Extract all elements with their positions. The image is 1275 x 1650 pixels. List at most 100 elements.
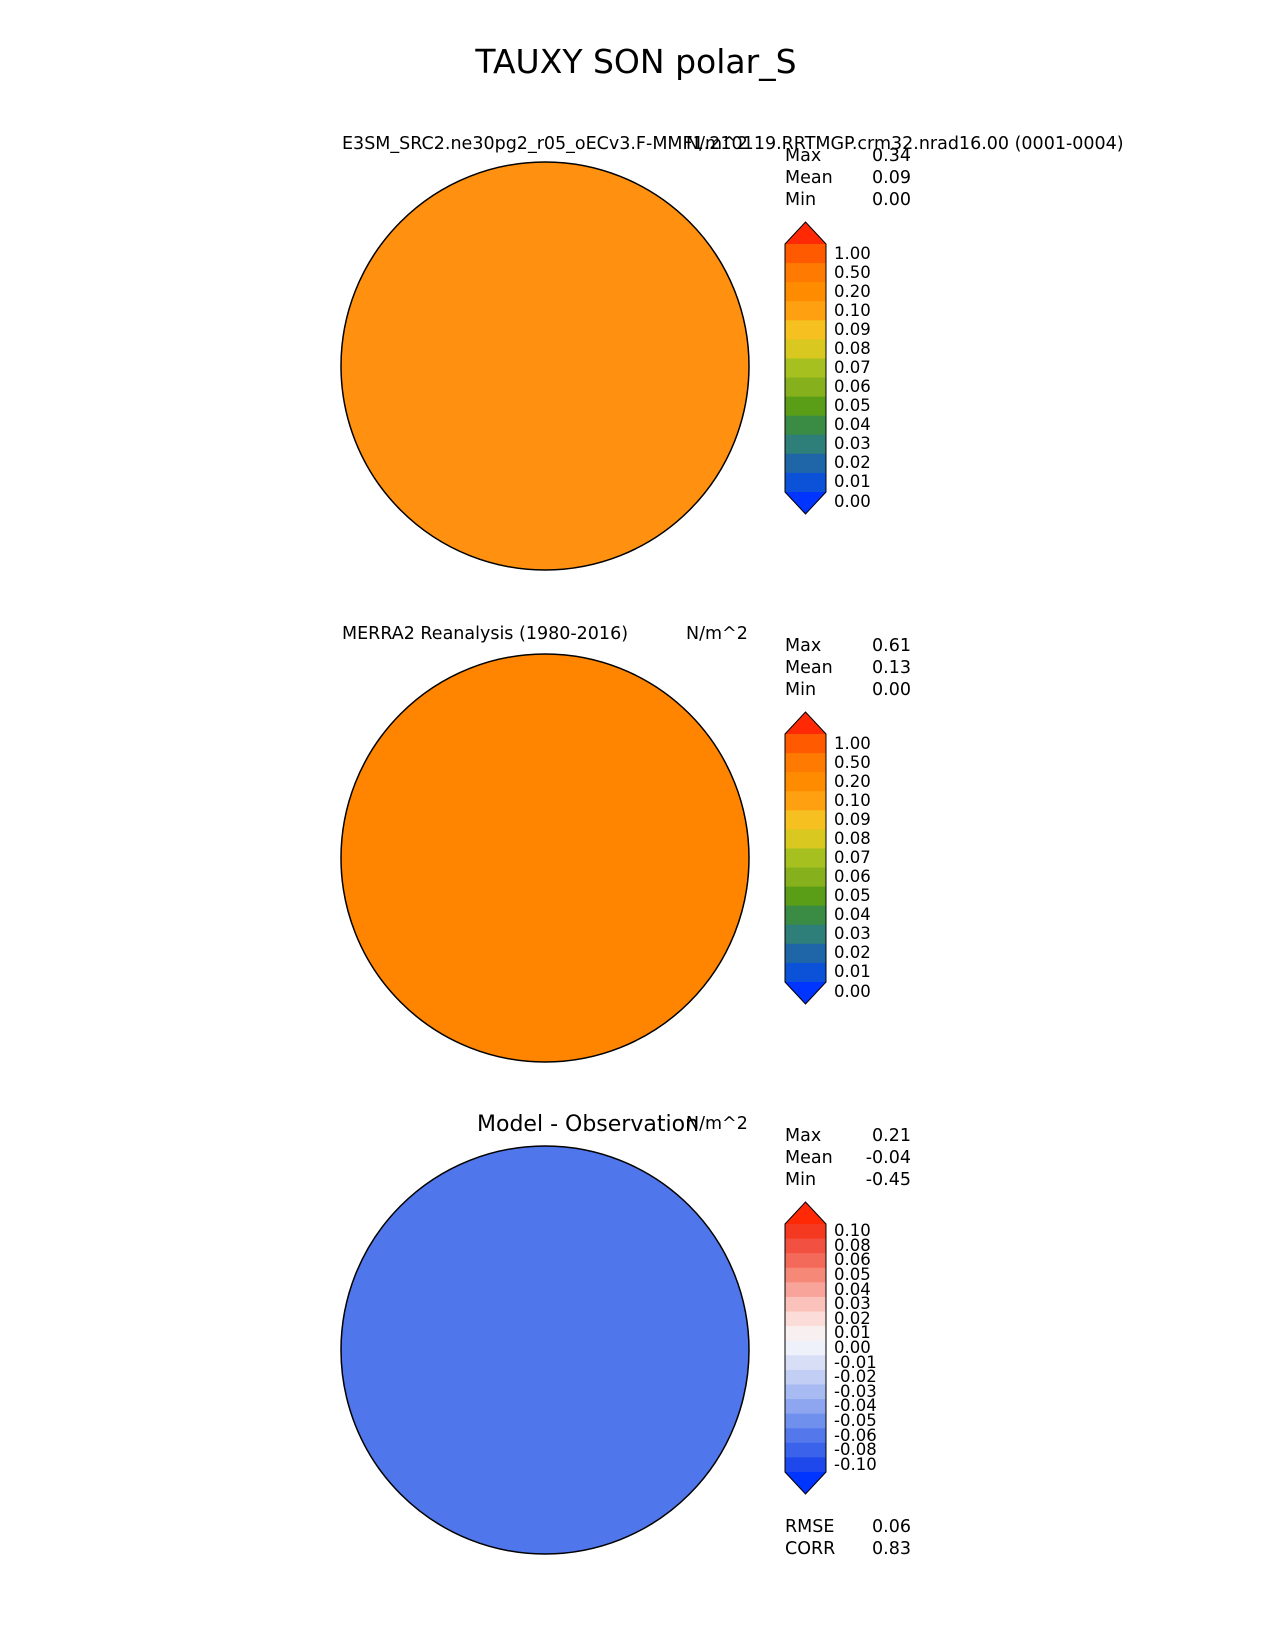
colorbar-swatch — [785, 1224, 826, 1240]
colorbar-swatch — [785, 1355, 826, 1371]
panel2-min-label: Min — [785, 680, 817, 700]
colorbar-tick-label: 0.03 — [834, 1294, 871, 1314]
panel2-min-value: 0.00 — [872, 680, 911, 700]
panel1-title: E3SM_SRC2.ne30pg2_r05_oECv3.F-MMF1.21011… — [342, 134, 1124, 154]
colorbar-extend-max — [785, 712, 826, 734]
panel3-corr-label: CORR — [785, 1539, 836, 1559]
colorbar-swatch — [785, 1340, 826, 1356]
colorbar-tick-label: 0.01 — [834, 962, 871, 982]
colorbar-swatch — [785, 1267, 826, 1283]
colorbar-tick-label: 0.00 — [834, 981, 871, 1001]
colorbar-tick-label: -0.03 — [834, 1381, 877, 1401]
colorbar-swatch — [785, 1296, 826, 1313]
panel3-rmse-value: 0.06 — [872, 1517, 911, 1537]
colorbar-swatch — [785, 472, 826, 493]
field-background — [341, 162, 749, 570]
colorbar-tick-label: 0.20 — [834, 281, 871, 301]
colorbar-tick-label: -0.10 — [834, 1454, 877, 1474]
colorbar-tick-label: 0.00 — [834, 1338, 871, 1357]
colorbar-tick-label: 0.05 — [834, 396, 871, 416]
colorbar-tick-label: 0.01 — [834, 472, 871, 492]
colorbar-tick-label: 0.06 — [834, 1250, 871, 1270]
colorbar-tick-label: -0.01 — [834, 1352, 877, 1372]
panel3-title: Model - Observation — [477, 1112, 699, 1137]
colorbar-tick-label: -0.08 — [834, 1440, 877, 1460]
colorbar-tick-label: 0.00 — [834, 491, 871, 511]
colorbar-outline — [784, 1201, 827, 1495]
colorbar-outline — [784, 221, 827, 515]
colorbar-swatch — [785, 1369, 826, 1386]
panel1-units: N/m^2 — [686, 134, 748, 154]
colorbar-extend-min — [785, 492, 826, 514]
panel2-max-value: 0.61 — [872, 636, 911, 656]
colorbar-tick-label: 0.04 — [834, 415, 871, 435]
colorbar-swatch — [785, 339, 826, 360]
colorbar-tick-label: -0.04 — [834, 1396, 877, 1416]
colorbar-tick-label: 0.07 — [834, 848, 871, 867]
colorbar-swatch — [785, 867, 826, 888]
panel2-mean-value: 0.13 — [872, 658, 911, 678]
colorbar-tick-label: 0.07 — [834, 358, 871, 377]
colorbar-tick-label: 0.03 — [834, 924, 871, 944]
colorbar-swatch — [785, 301, 826, 321]
colorbar-tick-label: 0.06 — [834, 377, 871, 397]
colorbar-tick-label: 0.20 — [834, 771, 871, 791]
map-boundary — [340, 653, 750, 1063]
colorbar-extend-max — [785, 222, 826, 244]
colorbar-tick-label: 0.01 — [834, 1323, 871, 1343]
panel3-units: N/m^2 — [686, 1114, 748, 1134]
colorbar-swatch — [785, 791, 826, 811]
colorbar-tick-label: 0.02 — [834, 943, 871, 963]
panel3-mean-label: Mean — [785, 1148, 833, 1168]
colorbar-swatch — [785, 320, 826, 340]
colorbar-swatch — [785, 1413, 826, 1429]
colorbar-tick-label: 0.08 — [834, 338, 871, 358]
colorbar-swatch — [785, 396, 826, 417]
colorbar-swatch — [785, 453, 826, 474]
colorbar-tick-label: 0.06 — [834, 867, 871, 887]
panel3-rmse-label: RMSE — [785, 1517, 835, 1537]
colorbar-tick-label: 0.50 — [834, 752, 871, 772]
map-boundary — [340, 1145, 750, 1555]
colorbar-tick-label: 1.00 — [834, 733, 871, 753]
panel3-max-label: Max — [785, 1126, 822, 1146]
colorbar-swatch — [785, 1311, 826, 1327]
colorbar-swatch — [785, 1282, 826, 1298]
colorbar-tick-label: -0.02 — [834, 1367, 877, 1387]
colorbar-tick-label: 0.09 — [834, 809, 871, 829]
colorbar-swatch — [785, 943, 826, 964]
colorbar-swatch — [785, 244, 826, 264]
colorbar-swatch — [785, 1326, 826, 1342]
colorbar-extend-min — [785, 982, 826, 1004]
colorbar-swatch — [785, 1253, 826, 1269]
colorbar-tick-label: 0.05 — [834, 1265, 871, 1285]
colorbar-tick-label: 0.08 — [834, 1235, 871, 1255]
colorbar-swatch — [785, 1442, 826, 1459]
colorbar-tick-label: -0.05 — [834, 1410, 877, 1430]
colorbar-swatch — [785, 1428, 826, 1444]
panel2-max-label: Max — [785, 636, 822, 656]
colorbar-tick-label: 0.10 — [834, 790, 871, 810]
colorbar-tick-label: 0.04 — [834, 1279, 871, 1299]
colorbar-swatch — [785, 829, 826, 850]
panel3-min-value: -0.45 — [865, 1170, 911, 1190]
panel3-max-value: 0.21 — [872, 1126, 911, 1146]
colorbar-swatch — [785, 734, 826, 754]
colorbar-swatch — [785, 434, 826, 455]
panel1-mean-label: Mean — [785, 168, 833, 188]
field-background — [341, 654, 749, 1062]
panel1-mean-value: 0.09 — [872, 168, 911, 188]
colorbar-tick-label: 0.08 — [834, 828, 871, 848]
map-boundary — [340, 161, 750, 571]
colorbar-swatch — [785, 772, 826, 792]
colorbar-tick-label: -0.06 — [834, 1425, 877, 1445]
field-background — [341, 1146, 749, 1554]
colorbar-tick-label: 0.10 — [834, 1221, 871, 1241]
colorbar-tick-label: 0.02 — [834, 453, 871, 473]
colorbar-tick-label: 0.50 — [834, 262, 871, 282]
colorbar-swatch — [785, 1399, 826, 1415]
panel2-title: MERRA2 Reanalysis (1980-2016) — [342, 624, 629, 644]
